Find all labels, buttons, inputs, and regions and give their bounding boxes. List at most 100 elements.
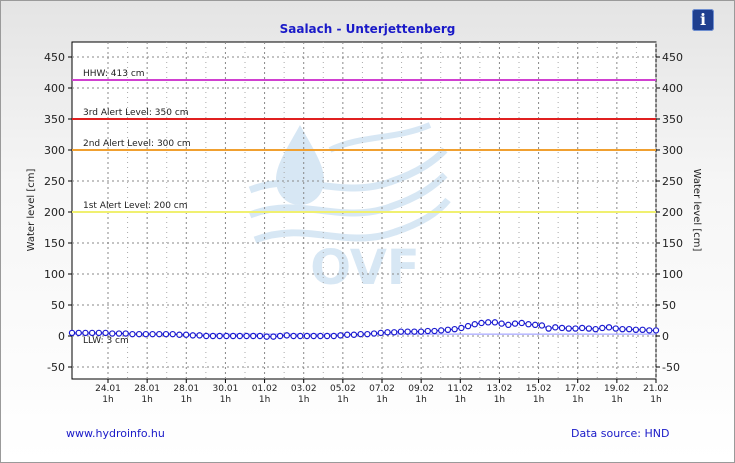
y-tick-label: 50 <box>662 299 676 312</box>
x-tick-label-date: 05.02 <box>330 384 356 394</box>
x-tick-label-time: 1h <box>337 395 348 405</box>
data-point <box>135 330 143 338</box>
data-point <box>129 330 136 338</box>
data-point <box>290 332 297 340</box>
data-point <box>330 332 337 340</box>
y-axis-label-right: Water level [cm] <box>691 169 702 252</box>
data-point <box>182 331 190 338</box>
x-tick-label-time: 1h <box>259 395 270 405</box>
data-point <box>478 319 485 327</box>
x-tick-label-time: 1h <box>650 395 661 405</box>
data-point <box>625 325 633 333</box>
data-point <box>518 319 525 327</box>
x-tick-label-date: 28.01 <box>173 384 199 394</box>
x-tick-label-date: 07.02 <box>369 384 395 394</box>
data-point <box>303 332 311 340</box>
data-point <box>176 331 183 338</box>
x-tick-label-date: 30.01 <box>213 384 239 394</box>
data-point <box>585 325 593 332</box>
x-tick-label-time: 1h <box>298 395 309 405</box>
chart-title: Saalach - Unterjettenberg <box>279 22 456 36</box>
x-tick-label-time: 1h <box>141 395 152 405</box>
y-tick-label: 450 <box>662 51 683 64</box>
data-point <box>424 327 431 335</box>
reference-line-label: 2nd Alert Level: 300 cm <box>83 139 191 149</box>
data-point <box>229 332 237 340</box>
data-point <box>417 328 425 335</box>
x-tick-label-date: 17.02 <box>565 384 591 394</box>
y-axis-label-left: Water level [cm] <box>26 169 37 252</box>
data-source-text: Data source: HND <box>571 427 670 440</box>
y-tick-label: 350 <box>662 113 683 126</box>
series <box>68 319 660 340</box>
data-point <box>189 332 197 339</box>
data-point <box>639 326 646 333</box>
x-tick-label-date: 03.02 <box>291 384 317 394</box>
y-tick-label: 200 <box>662 206 683 219</box>
data-point <box>538 322 546 329</box>
x-tick-label-date: 21.02 <box>643 384 669 394</box>
y-tick-label: 150 <box>662 237 683 250</box>
data-point <box>397 328 405 335</box>
data-point <box>431 327 438 335</box>
data-point <box>263 333 270 340</box>
data-point <box>364 330 371 338</box>
y-tick-label: 450 <box>44 51 65 64</box>
data-point <box>484 319 492 326</box>
x-tick-label-time: 1h <box>494 395 505 405</box>
data-point <box>337 332 344 339</box>
data-point <box>82 329 89 337</box>
data-point <box>592 325 599 333</box>
y-tick-label: 0 <box>662 330 669 343</box>
data-point <box>404 328 411 335</box>
data-point <box>357 330 364 338</box>
data-point <box>243 332 250 340</box>
data-point <box>505 321 512 329</box>
data-point <box>491 319 499 326</box>
data-point <box>122 330 129 337</box>
data-point <box>646 327 653 334</box>
y-axis-right: -50 0 50 100 150 200 250 300 350 400 450 <box>656 51 683 374</box>
data-point <box>565 325 572 332</box>
data-point <box>169 330 176 338</box>
data-point <box>545 325 552 332</box>
data-point <box>149 330 156 338</box>
y-tick-label: 0 <box>58 330 65 343</box>
data-point <box>558 324 566 332</box>
info-icon[interactable]: i <box>692 9 714 31</box>
x-tick-label-date: 11.02 <box>447 384 473 394</box>
reference-line-label: HHW: 413 cm <box>83 69 145 79</box>
data-point <box>209 332 217 340</box>
data-point <box>578 324 586 332</box>
data-point <box>95 329 103 337</box>
data-point <box>75 329 82 337</box>
y-tick-label: -50 <box>47 361 65 374</box>
data-point <box>437 327 445 334</box>
x-tick-label-time: 1h <box>181 395 192 405</box>
data-point <box>444 326 452 333</box>
data-point <box>350 331 358 338</box>
data-point <box>344 331 351 338</box>
hydroinfo-link[interactable]: www.hydroinfo.hu <box>66 427 165 440</box>
data-point <box>250 332 257 340</box>
x-tick-label-time: 1h <box>220 395 231 405</box>
data-point <box>310 332 317 340</box>
x-tick-label-time: 1h <box>455 395 466 405</box>
data-point <box>323 332 331 340</box>
data-point <box>236 332 244 340</box>
y-tick-label: 100 <box>44 268 65 281</box>
data-point <box>68 329 76 337</box>
data-point <box>256 332 264 340</box>
data-point <box>297 332 304 340</box>
data-point <box>572 325 579 332</box>
x-tick-label-date: 13.02 <box>487 384 513 394</box>
reference-line-label: LLW: 3 cm <box>83 336 129 346</box>
x-tick-label-time: 1h <box>376 395 387 405</box>
x-axis: 24.011h28.011h28.011h30.011h01.021h03.02… <box>95 379 669 405</box>
x-tick-label-date: 09.02 <box>408 384 434 394</box>
x-tick-label-date: 15.02 <box>526 384 552 394</box>
data-point <box>88 329 96 337</box>
x-tick-label-date: 01.02 <box>252 384 278 394</box>
data-point <box>270 333 277 340</box>
